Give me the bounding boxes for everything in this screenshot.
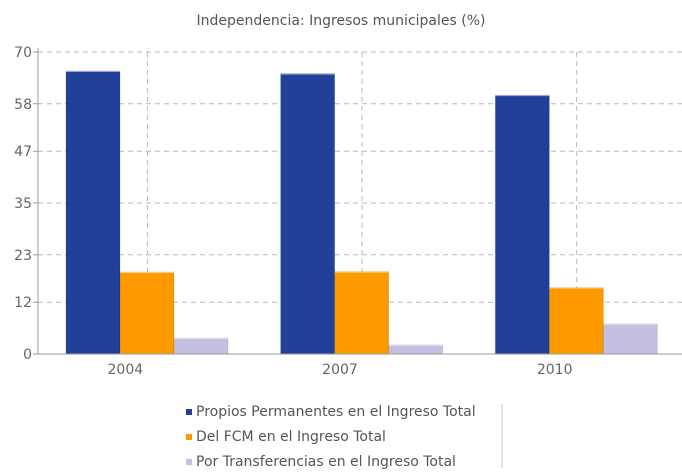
legend[interactable]: Propios Permanentes en el Ingreso Total D…: [186, 404, 503, 470]
bar: [119, 271, 175, 355]
tick-labels: 0 12 23 35 47 58 70 2004 2007 2010: [14, 45, 572, 378]
legend-swatch: [186, 434, 192, 440]
legend-label: Propios Permanentes en el Ingreso Total: [196, 404, 476, 420]
legend-label: Por Transferencias en el Ingreso Total: [196, 454, 456, 470]
chart-title: Independencia: Ingresos municipales (%): [197, 13, 486, 29]
y-tick-label: 23: [14, 248, 32, 264]
y-tick-label: 35: [14, 196, 32, 212]
bar: [334, 271, 390, 355]
y-tick-label: 58: [14, 97, 32, 113]
legend-item[interactable]: Por Transferencias en el Ingreso Total: [186, 454, 456, 470]
y-tick-label: 47: [14, 144, 32, 160]
x-tick-label: 2004: [108, 362, 144, 378]
legend-label: Del FCM en el Ingreso Total: [196, 429, 386, 445]
x-tick-label: 2007: [322, 362, 358, 378]
bar: [548, 287, 604, 355]
legend-item[interactable]: Propios Permanentes en el Ingreso Total: [186, 404, 476, 420]
legend-item[interactable]: Del FCM en el Ingreso Total: [186, 429, 386, 445]
bar: [602, 323, 658, 355]
y-tick-label: 12: [14, 295, 32, 311]
bar: [173, 337, 229, 355]
legend-swatch: [186, 459, 192, 465]
legend-swatch: [186, 409, 192, 415]
y-tick-label: 70: [14, 45, 32, 61]
bar: [65, 70, 121, 355]
bar: [494, 94, 550, 355]
bar: [280, 73, 336, 355]
bars: [65, 70, 658, 355]
y-tick-label: 0: [23, 347, 32, 363]
bar: [388, 344, 444, 355]
axes: [33, 48, 682, 355]
x-tick-label: 2010: [537, 362, 573, 378]
